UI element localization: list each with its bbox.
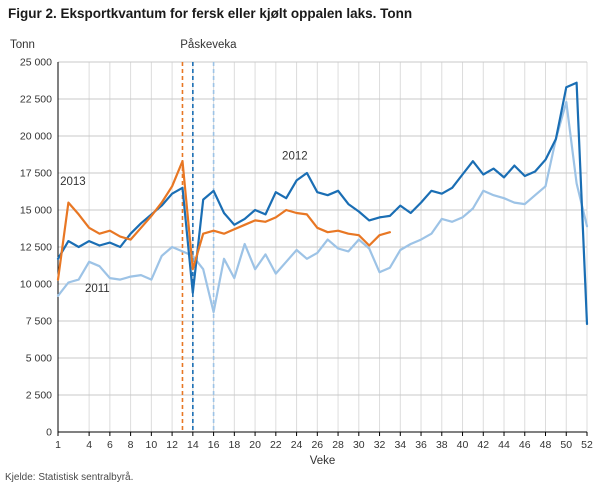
x-tick-label: 50 — [560, 439, 572, 451]
x-tick-label: 6 — [107, 439, 113, 451]
y-tick-label: 12 500 — [20, 242, 52, 254]
x-tick-label: 42 — [477, 439, 489, 451]
series-line-2011 — [56, 100, 589, 314]
y-tick-label: 22 500 — [20, 94, 52, 106]
x-tick-label: 26 — [311, 439, 323, 451]
x-tick-label: 44 — [498, 439, 510, 451]
series-label-2013: 2013 — [60, 176, 86, 188]
series-line-2013 — [56, 160, 391, 281]
y-tick-label: 2 500 — [26, 390, 52, 402]
x-tick-label: 22 — [270, 439, 282, 451]
y-tick-label: 7 500 — [26, 316, 52, 328]
x-axis-title: Veke — [310, 455, 336, 467]
x-tick-label: 34 — [394, 439, 406, 451]
x-tick-label: 52 — [581, 439, 593, 451]
x-tick-label: 24 — [291, 439, 303, 451]
chart-title: Figur 2. Eksportkvantum for fersk eller … — [8, 6, 413, 21]
x-tick-label: 20 — [249, 439, 261, 451]
y-tick-label: 5 000 — [26, 353, 52, 365]
x-tick-label: 46 — [519, 439, 531, 451]
x-tick-label: 10 — [146, 439, 158, 451]
y-tick-label: 0 — [46, 427, 52, 439]
source-credit: Kjelde: Statistisk sentralbyrå. — [5, 472, 134, 483]
x-tick-label: 18 — [228, 439, 240, 451]
y-tick-label: 15 000 — [20, 205, 52, 217]
x-tick-label: 4 — [86, 439, 92, 451]
x-tick-label: 12 — [166, 439, 178, 451]
x-tick-label: 28 — [332, 439, 344, 451]
y-tick-label: 20 000 — [20, 131, 52, 143]
x-tick-label: 48 — [540, 439, 552, 451]
y-tick-label: 17 500 — [20, 168, 52, 180]
line-chart: 0 2 500 5 000 7 500 10 000 12 500 15 000 17 500… — [10, 39, 593, 467]
x-tick-label: 30 — [353, 439, 365, 451]
y-axis-title: Tonn — [10, 39, 35, 51]
y-tick-label: 25 000 — [20, 57, 52, 69]
y-tick-label: 10 000 — [20, 279, 52, 291]
easter-week-label: Påskeveka — [180, 39, 237, 51]
series-label-2012: 2012 — [282, 151, 308, 163]
series-label-2011: 2011 — [85, 283, 110, 295]
x-tick-label: 32 — [374, 439, 386, 451]
x-tick-label: 1 — [55, 439, 61, 451]
x-tick-label: 16 — [208, 439, 220, 451]
x-tick-label: 8 — [128, 439, 134, 451]
x-tick-label: 36 — [415, 439, 427, 451]
x-tick-label: 14 — [187, 439, 199, 451]
x-tick-label: 38 — [436, 439, 448, 451]
x-tick-label: 40 — [457, 439, 469, 451]
series-line-2012 — [56, 81, 589, 326]
